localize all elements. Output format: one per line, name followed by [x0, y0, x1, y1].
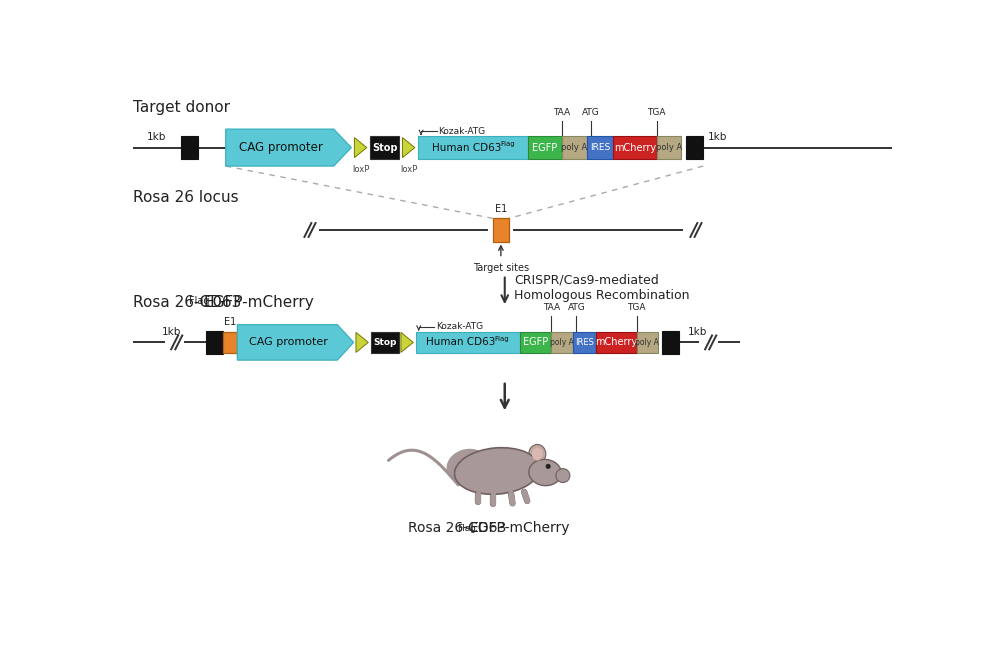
Text: 1kb: 1kb [688, 327, 707, 337]
Text: CAG promoter: CAG promoter [249, 337, 328, 348]
Text: EGFP: EGFP [523, 337, 548, 348]
Bar [223, 331, 237, 353]
Text: TAA: TAA [543, 304, 560, 313]
Bar [551, 331, 573, 353]
Text: E1: E1 [224, 317, 237, 327]
Polygon shape [402, 138, 415, 158]
Text: poly A: poly A [550, 338, 574, 347]
Polygon shape [237, 325, 354, 360]
Bar [596, 331, 637, 353]
Text: CRISPR/Cas9-mediated
Homologous Recombination: CRISPR/Cas9-mediated Homologous Recombin… [514, 274, 690, 302]
Bar [686, 136, 703, 159]
Text: loxP: loxP [400, 165, 417, 174]
Text: IRES: IRES [575, 338, 594, 347]
Bar [181, 136, 198, 159]
Text: Rosa 26-CD63: Rosa 26-CD63 [408, 521, 506, 535]
Text: Rosa 26-CD63: Rosa 26-CD63 [133, 295, 241, 310]
Bar [573, 331, 596, 353]
Text: Stop: Stop [372, 143, 397, 152]
Polygon shape [356, 333, 368, 353]
Polygon shape [354, 138, 367, 158]
Text: Flag: Flag [189, 297, 209, 306]
Bar [528, 136, 562, 159]
Text: TGA: TGA [627, 304, 646, 313]
Text: mCherry: mCherry [595, 337, 637, 348]
Text: Kozak-ATG: Kozak-ATG [438, 127, 485, 136]
Text: 1kb: 1kb [146, 132, 166, 142]
Text: Target donor: Target donor [133, 100, 230, 115]
Text: ATG: ATG [582, 108, 600, 117]
Ellipse shape [532, 448, 543, 461]
Bar [418, 136, 528, 159]
Text: TGA: TGA [647, 108, 666, 117]
Text: Human CD63: Human CD63 [432, 143, 501, 152]
Circle shape [546, 464, 551, 469]
Text: poly A: poly A [656, 143, 682, 152]
Bar [613, 136, 657, 159]
Text: 1kb: 1kb [708, 132, 728, 142]
Bar [493, 218, 509, 242]
Text: Kozak-ATG: Kozak-ATG [436, 322, 483, 331]
Text: CAG promoter: CAG promoter [239, 141, 323, 154]
Ellipse shape [446, 449, 489, 484]
Text: ATG: ATG [568, 304, 585, 313]
Text: Flag: Flag [494, 337, 509, 342]
Ellipse shape [529, 444, 546, 464]
Bar [562, 136, 587, 159]
Text: Rosa 26 locus: Rosa 26 locus [133, 191, 238, 205]
Text: 1kb: 1kb [162, 327, 181, 337]
Polygon shape [226, 129, 351, 166]
Text: EGFP: EGFP [532, 143, 558, 152]
Bar [416, 331, 520, 353]
Bar [657, 136, 681, 159]
Text: EGFP-mCherry: EGFP-mCherry [203, 295, 314, 310]
Text: Target sites: Target sites [473, 263, 529, 273]
Text: loxP: loxP [352, 165, 369, 174]
Ellipse shape [529, 459, 561, 486]
Bar [587, 136, 613, 159]
Text: Stop: Stop [373, 338, 396, 347]
Text: poly A: poly A [635, 338, 659, 347]
Bar [206, 331, 223, 354]
Bar [371, 331, 399, 353]
Text: TAA: TAA [554, 108, 571, 117]
Text: E1: E1 [495, 203, 507, 214]
Ellipse shape [556, 469, 570, 483]
Bar [637, 331, 658, 353]
Text: Human CD63: Human CD63 [426, 337, 495, 348]
Bar [370, 136, 399, 159]
Polygon shape [401, 333, 413, 353]
Text: Flag: Flag [457, 525, 476, 534]
Text: EGFP-mCherry: EGFP-mCherry [470, 521, 570, 535]
Bar [662, 331, 679, 354]
Bar [520, 331, 551, 353]
Text: poly A: poly A [561, 143, 588, 152]
Text: IRES: IRES [590, 143, 610, 152]
Text: Flag: Flag [500, 141, 515, 147]
Ellipse shape [454, 448, 540, 494]
Text: mCherry: mCherry [614, 143, 656, 152]
